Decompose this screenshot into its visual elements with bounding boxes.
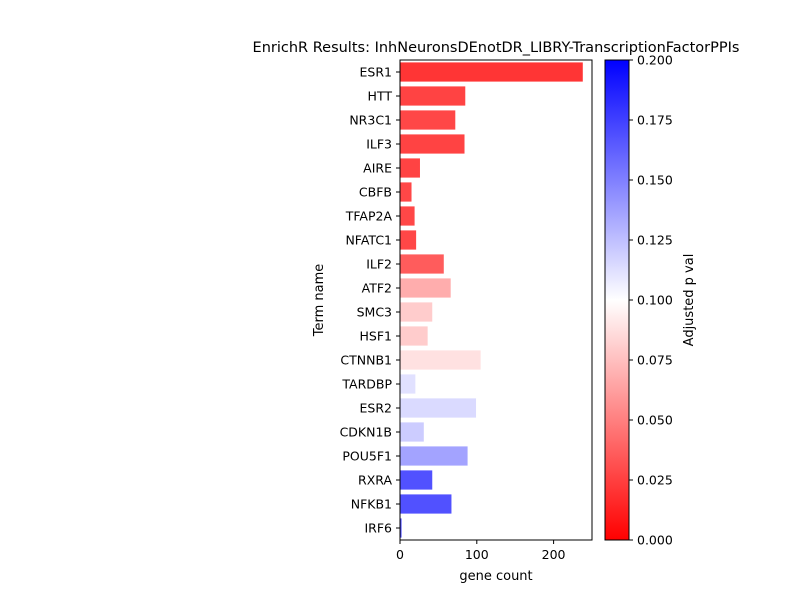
x-axis-ticks: 0 100 200 [396,540,566,562]
colorbar-ticks: 0.000 0.025 0.050 0.075 0.100 0.125 0.150 0.175… [629,53,673,548]
bar-smc3 [400,302,433,322]
y-tick-label: ESR1 [360,65,392,80]
bar-nfatc1 [400,230,417,250]
colorbar [604,59,630,541]
y-tick-label: ILF3 [366,137,392,152]
bar-esr1 [400,62,583,82]
y-tick-label: ILF2 [366,257,392,272]
colorbar-tick-label: 0.150 [637,173,673,188]
chart-title: EnrichR Results: InhNeuronsDEnotDR_LIBRY… [253,40,740,56]
y-tick-label: SMC3 [357,305,392,320]
x-tick-label: 0 [396,547,404,562]
y-axis-ticks: ESR1 HTT NR3C1 ILF3 AIRE CBFB TFAP2A NFATC1 ILF2… [340,65,400,536]
colorbar-tick-label: 0.200 [637,53,673,68]
y-tick-label: NFKB1 [351,497,392,512]
y-tick-label: NFATC1 [345,233,392,248]
y-tick-label: TFAP2A [345,209,393,224]
bar-tardbp [400,374,416,394]
y-tick-label: HSF1 [360,329,392,344]
colorbar-tick-label: 0.000 [637,533,673,548]
y-tick-label: CBFB [359,185,392,200]
y-tick-label: CDKN1B [340,425,392,440]
bar-esr2 [400,398,477,418]
y-tick-label: ATF2 [362,281,392,296]
y-tick-label: CTNNB1 [340,353,392,368]
y-tick-label: ESR2 [360,401,392,416]
colorbar-tick-label: 0.125 [637,233,673,248]
y-tick-label: NR3C1 [349,113,392,128]
bar-aire [400,158,420,178]
colorbar-tick-label: 0.075 [637,353,673,368]
bar-htt [400,86,466,106]
bar-cdkn1b [400,422,424,442]
bar-ilf2 [400,254,444,274]
plot-frame [399,59,593,541]
bar-nfkb1 [400,494,452,514]
colorbar-tick-label: 0.175 [637,113,673,128]
colorbar-label: Adjusted p val [682,254,697,347]
bars-group [400,62,583,538]
y-tick-label: POU5F1 [342,449,392,464]
bar-hsf1 [400,326,428,346]
colorbar-tick-label: 0.050 [637,413,673,428]
y-axis-label: Term name [312,264,327,338]
bar-cbfb [400,182,412,202]
y-tick-label: HTT [368,89,393,104]
x-axis-label: gene count [459,569,532,584]
x-tick-label: 100 [465,547,489,562]
y-tick-label: TARDBP [341,377,392,392]
bar-nr3c1 [400,110,456,130]
bar-atf2 [400,278,451,298]
y-tick-label: RXRA [358,473,392,488]
x-tick-label: 200 [542,547,566,562]
bar-irf6 [400,518,402,538]
y-tick-label: IRF6 [364,521,392,536]
bar-pou5f1 [400,446,468,466]
y-tick-label: AIRE [363,161,392,176]
bar-tfap2a [400,206,415,226]
bar-ilf3 [400,134,465,154]
colorbar-tick-label: 0.025 [637,473,673,488]
bar-ctnnb1 [400,350,481,370]
colorbar-tick-label: 0.100 [637,293,673,308]
bar-rxra [400,470,433,490]
